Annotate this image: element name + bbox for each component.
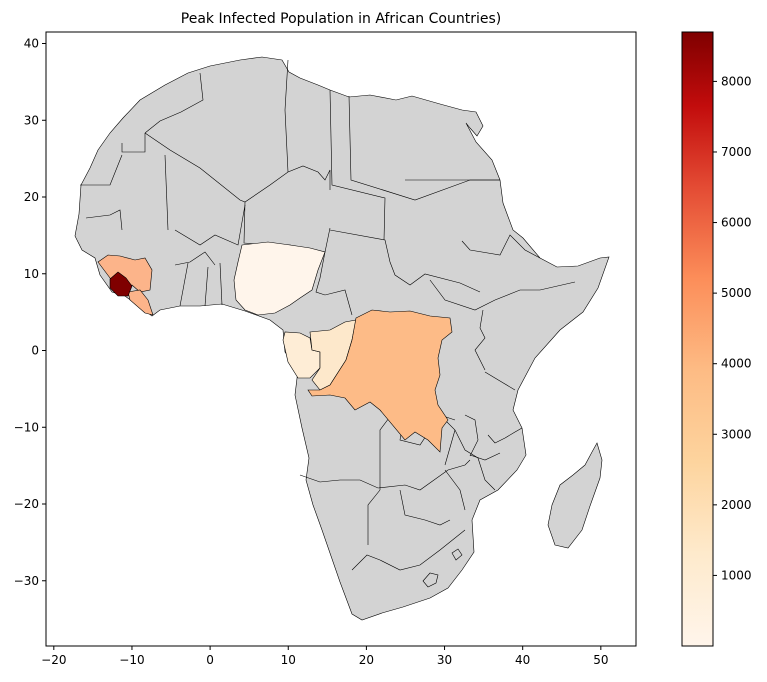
colorbar-tick-label: 3000 — [721, 427, 752, 441]
y-tick-label: 30 — [24, 113, 39, 127]
colorbar-axis: 1000 2000 3000 4000 5000 6000 7000 8000 — [713, 74, 752, 582]
x-tick-label: 0 — [206, 653, 214, 667]
x-tick-label: 30 — [437, 653, 452, 667]
colorbar-tick-label: 7000 — [721, 145, 752, 159]
y-tick-label: −10 — [14, 420, 39, 434]
colorbar-tick-label: 2000 — [721, 498, 752, 512]
country-borders — [80, 59, 576, 571]
country-liberia — [127, 289, 154, 316]
colorbar-tick-label: 6000 — [721, 216, 752, 230]
x-tick-label: 50 — [593, 653, 608, 667]
eswatini — [451, 548, 463, 561]
country-nigeria — [233, 241, 326, 316]
country-dr-congo — [307, 309, 453, 453]
x-tick-label: 40 — [515, 653, 530, 667]
y-tick-label: 40 — [24, 37, 39, 51]
x-tick-label: −10 — [119, 653, 144, 667]
y-tick-label: 10 — [24, 267, 39, 281]
x-axis: −20 −10 0 10 20 30 40 50 — [41, 646, 608, 667]
x-tick-label: 20 — [359, 653, 374, 667]
map-title: Peak Infected Population in African Coun… — [181, 11, 501, 27]
colorbar-tick-label: 8000 — [721, 74, 752, 88]
y-tick-label: 20 — [24, 190, 39, 204]
africa-map — [74, 56, 610, 621]
colorbar-tick-label: 5000 — [721, 286, 752, 300]
lesotho — [422, 572, 439, 588]
y-tick-label: 0 — [31, 344, 39, 358]
y-tick-label: −20 — [14, 497, 39, 511]
colorbar-tick-label: 1000 — [721, 568, 752, 582]
colorbar-tick-label: 4000 — [721, 357, 752, 371]
country-sierra-leone — [109, 271, 133, 297]
y-axis: −30 −20 −10 0 10 20 30 40 — [14, 37, 46, 588]
x-tick-label: 10 — [281, 653, 296, 667]
x-tick-label: −20 — [41, 653, 66, 667]
madagascar — [547, 442, 603, 549]
y-tick-label: −30 — [14, 574, 39, 588]
colorbar — [681, 31, 714, 647]
